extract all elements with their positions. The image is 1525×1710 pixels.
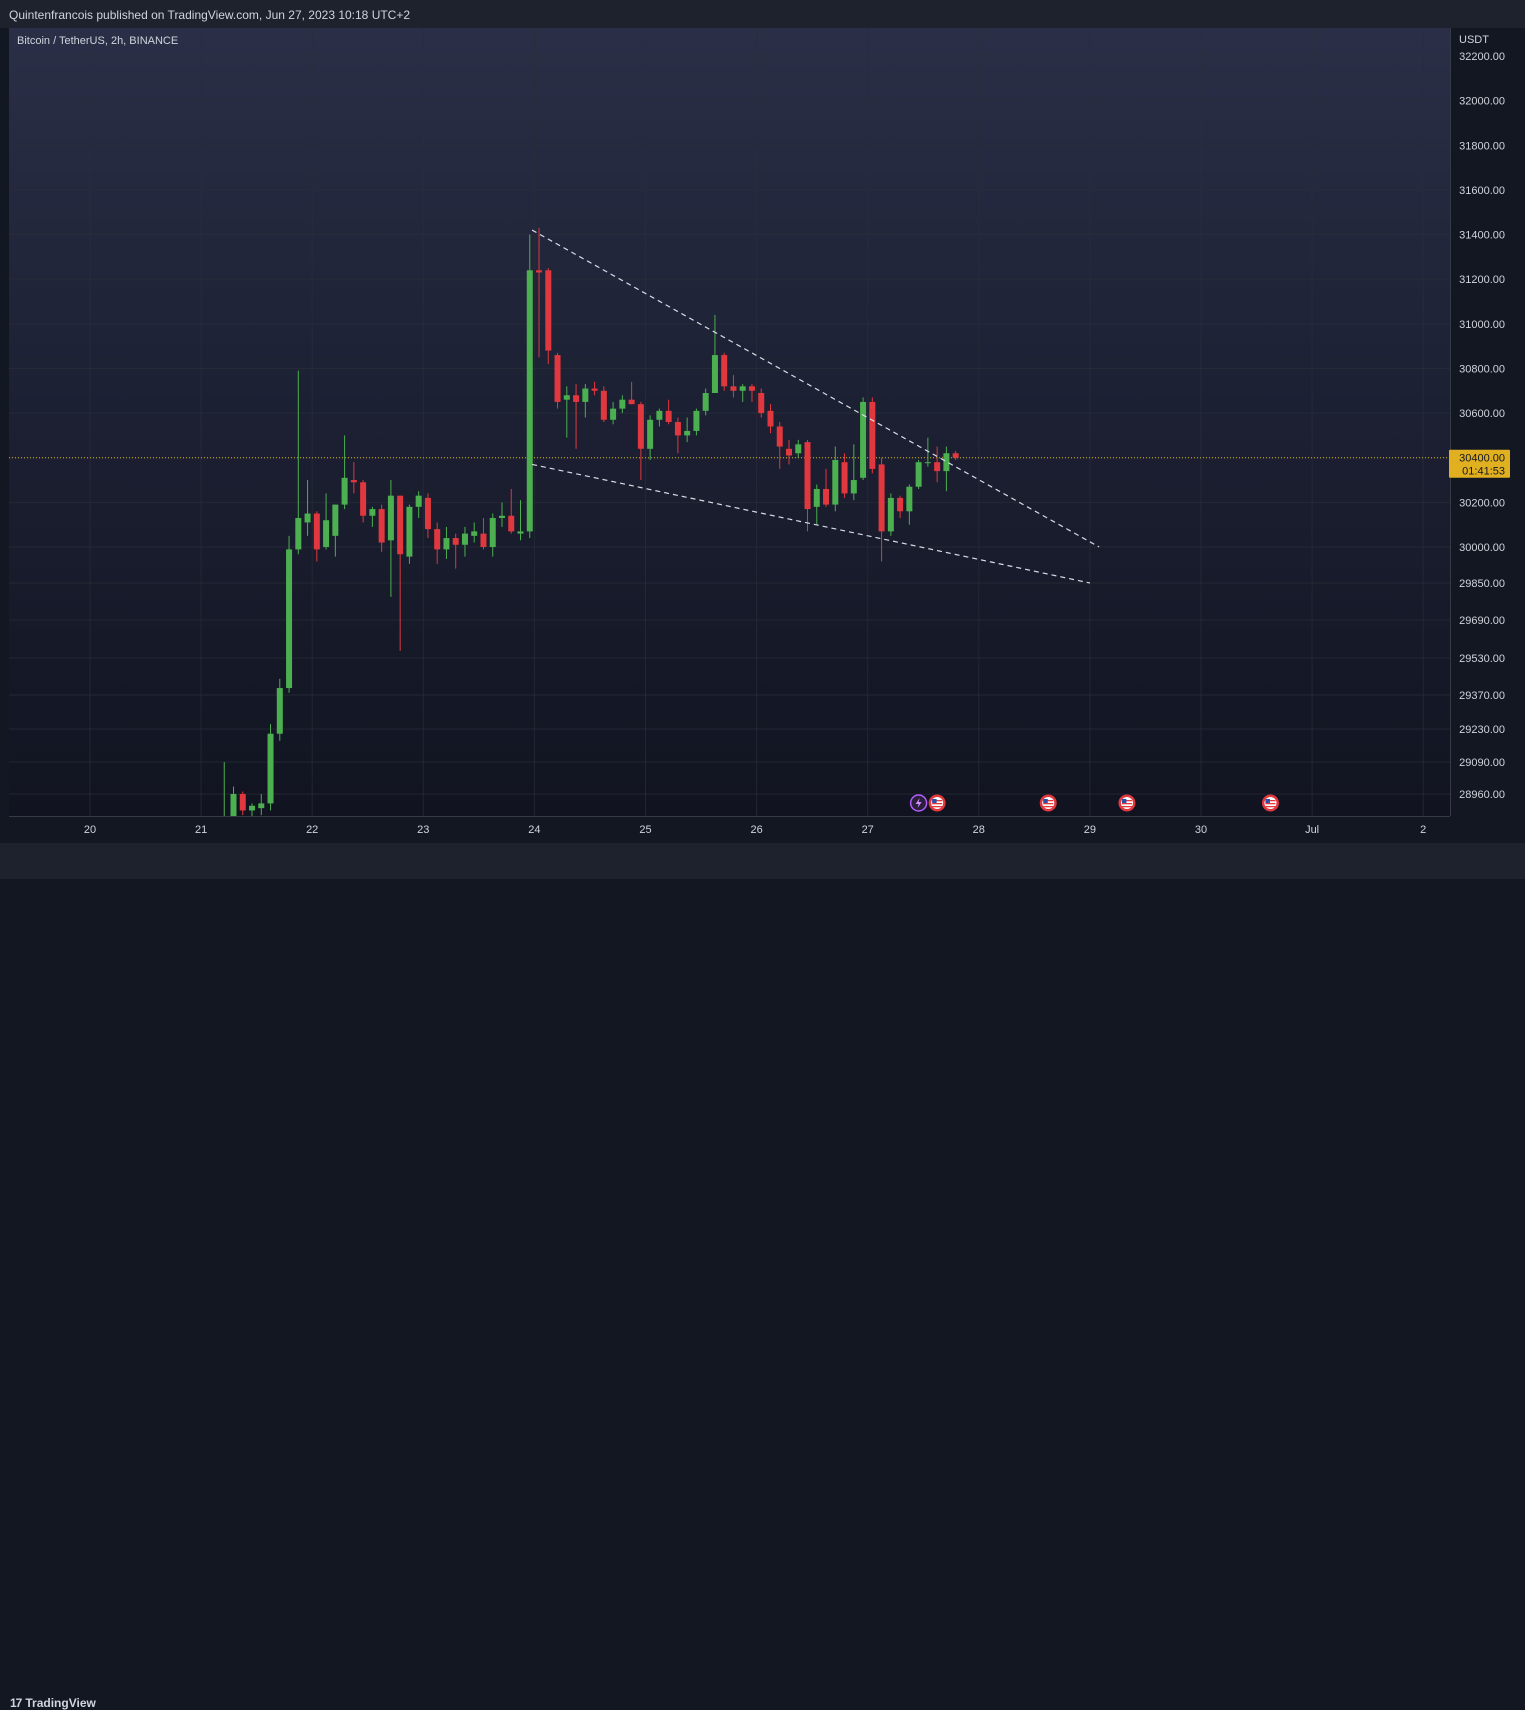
publish-info: Quintenfrancois published on TradingView… [9,8,411,22]
footer-bar: 17 TradingView [0,843,1525,1710]
tradingview-logo-icon: 17 [10,1696,22,1710]
tradingview-logo[interactable]: 17 TradingView [10,1696,96,1710]
currency-label: USDT [1459,34,1489,46]
symbol-title: Bitcoin / TetherUS, 2h, BINANCE [17,35,179,47]
time-axis[interactable] [9,816,1450,844]
tradingview-brand: TradingView [25,1696,96,1710]
price-axis[interactable] [1450,28,1525,816]
publish-bar: Quintenfrancois published on TradingView… [0,0,1525,28]
chart-pane[interactable] [9,28,1450,816]
